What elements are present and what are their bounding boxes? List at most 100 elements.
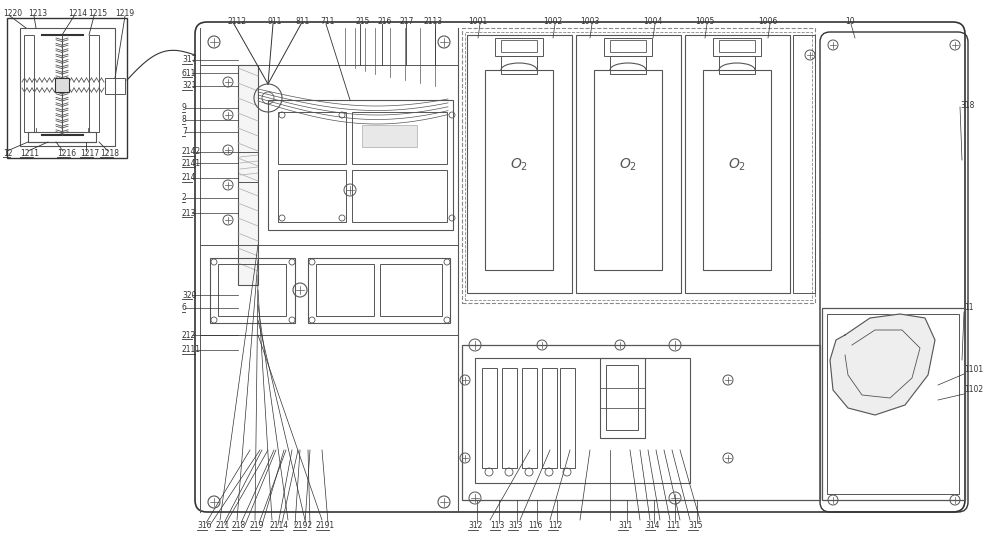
Bar [24,35,34,132]
Text: 811: 811 [295,17,309,27]
Bar [465,32,812,300]
Text: 1219: 1219 [115,10,134,18]
Bar [268,100,453,230]
Text: 9: 9 [182,103,187,113]
Bar [462,345,820,500]
Bar [719,40,755,52]
Text: 113: 113 [490,522,504,531]
Text: 1213: 1213 [28,10,47,18]
Text: 112: 112 [548,522,562,531]
Text: 219: 219 [250,522,264,531]
Bar [610,56,646,74]
Text: 116: 116 [528,522,542,531]
Bar [522,368,537,468]
Text: 318: 318 [960,101,974,109]
Bar [308,258,450,323]
Text: 2112: 2112 [228,17,247,27]
Text: 1218: 1218 [100,148,119,157]
Bar [362,125,417,147]
Text: 1006: 1006 [758,17,777,27]
Text: 7: 7 [182,128,187,136]
Text: 6: 6 [182,304,187,313]
Text: 1220: 1220 [3,10,22,18]
Text: 2141: 2141 [182,159,201,168]
Bar [380,264,442,316]
Text: 212: 212 [182,331,196,340]
Text: 214: 214 [182,174,196,182]
Text: 321: 321 [182,82,196,90]
Text: 1211: 1211 [20,148,39,157]
Text: 711: 711 [320,17,334,27]
Bar [501,56,537,74]
Bar [600,358,645,438]
Text: 2114: 2114 [270,522,289,531]
Bar [560,368,575,468]
Text: $O_2$: $O_2$ [619,157,637,173]
Text: 2142: 2142 [182,148,201,156]
Bar [105,78,125,94]
Text: 1215: 1215 [88,10,107,18]
Bar [719,56,755,74]
Bar [482,368,497,468]
Text: 1216: 1216 [57,148,76,157]
Text: 611: 611 [182,69,196,77]
Bar [238,65,258,285]
Text: 211: 211 [215,522,229,531]
Text: 1214: 1214 [68,10,87,18]
Text: 218: 218 [232,522,246,531]
Text: 1004: 1004 [643,17,662,27]
Bar [20,28,115,146]
Bar [685,35,790,293]
Bar [576,35,681,293]
Text: 11: 11 [964,304,974,313]
Bar [218,264,286,316]
Bar [210,258,295,323]
Bar [28,132,96,142]
Text: 1102: 1102 [964,386,983,394]
Bar [542,368,557,468]
Text: 1003: 1003 [580,17,599,27]
Bar [610,40,646,52]
Text: 911: 911 [267,17,281,27]
Text: 215: 215 [355,17,369,27]
Text: 2: 2 [182,194,187,202]
Text: 311: 311 [618,522,632,531]
Bar [316,264,374,316]
Bar [352,170,447,222]
Text: 1101: 1101 [964,366,983,374]
Text: $O_2$: $O_2$ [728,157,746,173]
Text: 313: 313 [508,522,522,531]
Bar [278,112,346,164]
Bar [793,35,815,293]
Text: 2113: 2113 [424,17,443,27]
Text: 12: 12 [3,148,12,157]
Text: 8: 8 [182,115,187,124]
Bar [475,358,690,483]
Bar [238,152,258,182]
Text: 1002: 1002 [543,17,562,27]
Bar [7,18,127,158]
Bar [713,38,761,56]
Bar [604,38,652,56]
Text: 320: 320 [182,291,196,300]
Text: 213: 213 [182,208,196,217]
Bar [827,314,959,494]
Bar [467,35,572,293]
Text: 2111: 2111 [182,346,201,354]
Bar [485,70,553,270]
Text: 1005: 1005 [695,17,714,27]
Text: 2191: 2191 [316,522,335,531]
Text: 2192: 2192 [293,522,312,531]
Bar [606,365,638,430]
Text: 314: 314 [645,522,660,531]
Text: 217: 217 [400,17,414,27]
Text: 10: 10 [845,17,855,27]
Bar [822,308,965,500]
Bar [495,38,543,56]
Bar [89,35,99,132]
Text: 216: 216 [378,17,392,27]
Text: 1001: 1001 [468,17,487,27]
Bar [502,368,517,468]
Bar [55,78,69,92]
Bar [501,40,537,52]
